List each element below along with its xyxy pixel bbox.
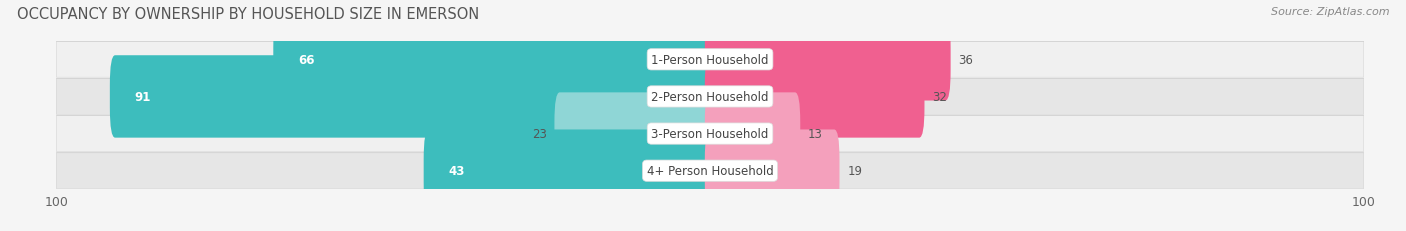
FancyBboxPatch shape [704,130,839,212]
Text: 91: 91 [135,91,150,103]
FancyBboxPatch shape [56,153,1364,189]
Text: Source: ZipAtlas.com: Source: ZipAtlas.com [1271,7,1389,17]
FancyBboxPatch shape [704,93,800,175]
FancyBboxPatch shape [273,19,716,101]
FancyBboxPatch shape [554,93,716,175]
FancyBboxPatch shape [704,19,950,101]
Text: OCCUPANCY BY OWNERSHIP BY HOUSEHOLD SIZE IN EMERSON: OCCUPANCY BY OWNERSHIP BY HOUSEHOLD SIZE… [17,7,479,22]
Text: 19: 19 [848,164,862,177]
Text: 3-Person Household: 3-Person Household [651,128,769,140]
Text: 2-Person Household: 2-Person Household [651,91,769,103]
Text: 23: 23 [531,128,547,140]
FancyBboxPatch shape [423,130,716,212]
Text: 36: 36 [959,54,973,67]
Text: 13: 13 [808,128,823,140]
Text: 66: 66 [298,54,315,67]
FancyBboxPatch shape [56,42,1364,78]
FancyBboxPatch shape [56,116,1364,152]
Text: 43: 43 [449,164,465,177]
FancyBboxPatch shape [110,56,716,138]
Text: 4+ Person Household: 4+ Person Household [647,164,773,177]
Text: 1-Person Household: 1-Person Household [651,54,769,67]
Text: 32: 32 [932,91,948,103]
FancyBboxPatch shape [56,79,1364,115]
FancyBboxPatch shape [704,56,925,138]
